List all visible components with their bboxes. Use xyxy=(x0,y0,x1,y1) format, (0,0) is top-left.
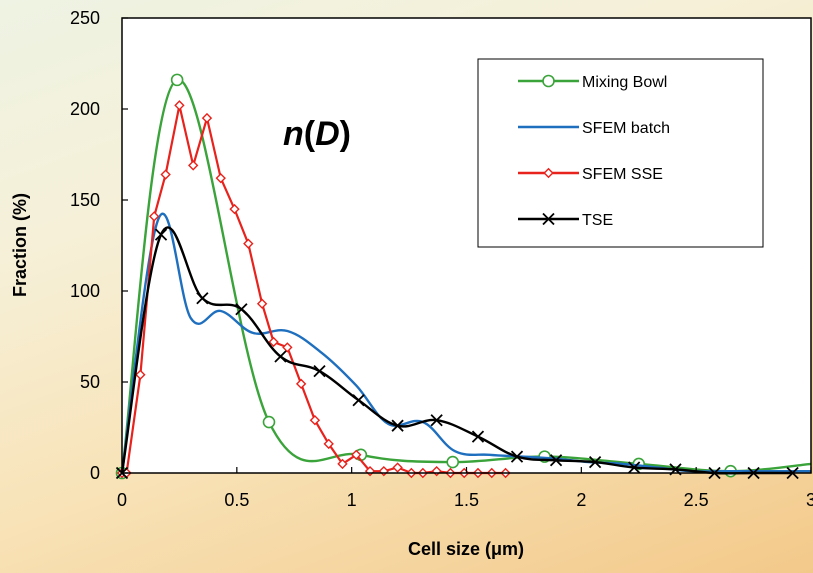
x-axis-title: Cell size (μm) xyxy=(408,539,524,559)
series-layer xyxy=(115,73,812,480)
series-2-point-6 xyxy=(188,160,199,171)
legend-entry-2: SFEM SSE xyxy=(518,166,663,183)
legend-label-0: Mixing Bowl xyxy=(582,74,667,91)
series-2-point-15 xyxy=(309,415,321,426)
series-3-point-7 xyxy=(391,419,404,432)
series-2-point-7 xyxy=(201,112,213,124)
annotation-paren-open: ( xyxy=(304,115,316,153)
series-2-point-21 xyxy=(392,462,403,473)
x-tick-label-2: 1 xyxy=(347,490,357,510)
series-3-point-13 xyxy=(628,461,641,474)
legend-entry-3: TSE xyxy=(518,212,613,229)
y-tick-label-5: 250 xyxy=(70,8,100,28)
annotation-arg: D xyxy=(315,115,340,153)
x-tick-label-6: 3 xyxy=(806,490,813,510)
legend-label-1: SFEM batch xyxy=(582,120,670,137)
series-3-point-6 xyxy=(352,394,365,407)
series-2-point-17 xyxy=(337,458,348,470)
series-3-point-3 xyxy=(235,303,248,316)
series-0-point-1 xyxy=(170,73,184,87)
series-3-point-5 xyxy=(313,364,326,378)
y-tick-label-2: 100 xyxy=(70,281,100,301)
series-2-point-10 xyxy=(243,238,254,249)
series-2-point-5 xyxy=(174,100,185,111)
legend-entry-0: Mixing Bowl xyxy=(518,74,667,91)
series-3-point-1 xyxy=(154,228,168,241)
x-tick-label-0: 0 xyxy=(117,490,127,510)
legend-label-2: SFEM SSE xyxy=(582,166,663,183)
y-tick-label-0: 0 xyxy=(90,463,100,483)
x-tick-label-5: 2.5 xyxy=(684,490,709,510)
y-tick-label-3: 150 xyxy=(70,190,100,210)
annotation-name: n xyxy=(283,115,304,153)
series-2-point-9 xyxy=(229,203,240,215)
legend-marker-0 xyxy=(542,74,555,88)
y-tick-label-1: 50 xyxy=(80,372,100,392)
chart-annotation: n(D) xyxy=(283,115,351,153)
legend-marker-2 xyxy=(543,167,554,179)
series-0-point-2 xyxy=(262,415,276,429)
series-2-point-14 xyxy=(295,378,307,390)
series-3-point-4 xyxy=(274,350,287,363)
legend-marker-3 xyxy=(542,212,555,226)
legend-box xyxy=(477,58,764,248)
x-tick-label-3: 1.5 xyxy=(454,490,479,510)
y-axis-title: Fraction (%) xyxy=(10,193,30,297)
series-3-point-11 xyxy=(549,454,563,467)
series-2-point-18 xyxy=(351,449,362,460)
series-2-point-4 xyxy=(160,169,171,180)
series-2-point-3 xyxy=(148,211,160,222)
series-3-point-10 xyxy=(510,450,524,463)
series-2-point-8 xyxy=(215,172,226,184)
legend-label-3: TSE xyxy=(582,212,613,229)
series-2-point-16 xyxy=(323,438,334,450)
y-tick-label-4: 200 xyxy=(70,99,100,119)
legend-entry-1: SFEM batch xyxy=(518,120,670,137)
series-3-point-8 xyxy=(430,414,443,427)
series-3-point-9 xyxy=(471,430,485,443)
series-2-point-13 xyxy=(282,342,293,353)
annotation-paren-close: ) xyxy=(340,115,351,153)
legend: Mixing Bowl SFEM batch SFEM SSE TSE xyxy=(477,58,764,248)
x-tick-label-4: 2 xyxy=(576,490,586,510)
series-2-point-12 xyxy=(268,336,279,348)
series-2-point-2 xyxy=(135,369,146,380)
series-2 xyxy=(116,100,511,479)
series-3-point-12 xyxy=(588,455,602,469)
series-3-point-2 xyxy=(196,292,209,305)
x-tick-label-1: 0.5 xyxy=(224,490,249,510)
axis-layer: 0 0.5 1 1.5 2 2.5 3 0 50 100 150 200 250 xyxy=(70,8,813,510)
series-2-point-11 xyxy=(256,298,268,309)
series-0-point-4 xyxy=(446,455,460,469)
